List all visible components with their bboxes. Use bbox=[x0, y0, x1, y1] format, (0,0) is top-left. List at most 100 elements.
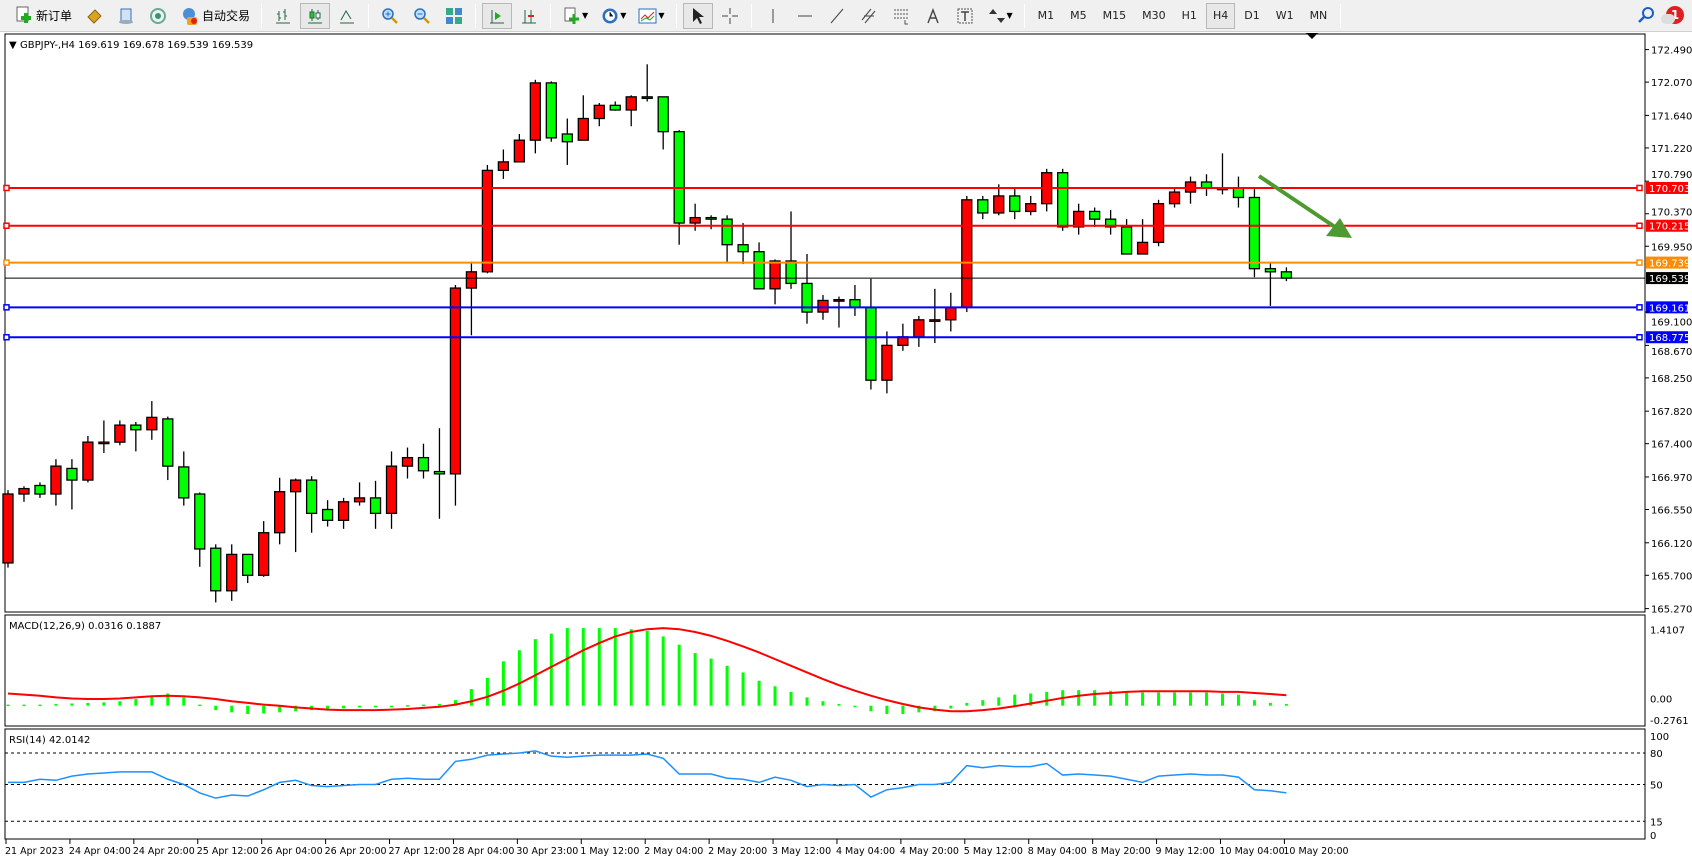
notification-button[interactable]: 1 bbox=[1661, 6, 1684, 24]
tile-windows-icon bbox=[444, 6, 464, 26]
candle-body bbox=[1168, 191, 1181, 205]
templates-button[interactable]: ▼ bbox=[633, 3, 669, 29]
macd-panel[interactable] bbox=[4, 614, 1646, 727]
level-handle[interactable] bbox=[1636, 259, 1643, 266]
level-handle[interactable] bbox=[1636, 333, 1643, 341]
time-label: 30 Apr 23:00 bbox=[516, 846, 578, 857]
candle bbox=[385, 451, 398, 529]
horizontal-line-button[interactable] bbox=[790, 3, 820, 29]
level-handle[interactable] bbox=[1636, 222, 1643, 229]
macd-histogram-bar bbox=[38, 704, 42, 707]
chevron-down-icon: ▼ bbox=[582, 11, 589, 20]
candle bbox=[98, 420, 110, 453]
vertical-line-button[interactable] bbox=[758, 3, 788, 29]
timeframe-d1[interactable]: D1 bbox=[1244, 9, 1260, 22]
text-button[interactable] bbox=[918, 3, 948, 29]
zoom-out-button[interactable] bbox=[407, 3, 437, 29]
candle-body bbox=[625, 96, 637, 111]
candlestick-button[interactable] bbox=[300, 2, 331, 29]
candle bbox=[1009, 188, 1021, 220]
candle-body bbox=[146, 416, 158, 431]
time-label: 2 May 04:00 bbox=[644, 846, 703, 857]
time-label: 24 Apr 04:00 bbox=[69, 846, 131, 857]
autoscroll-button[interactable] bbox=[514, 3, 544, 29]
level-handle[interactable] bbox=[3, 304, 10, 311]
time-label: 25 Apr 12:00 bbox=[197, 846, 259, 857]
candle-body bbox=[545, 82, 557, 139]
candle bbox=[114, 420, 126, 446]
trendline-button[interactable] bbox=[822, 3, 852, 29]
chart-shift-marker-icon[interactable] bbox=[1306, 33, 1318, 39]
candle-body bbox=[449, 287, 462, 475]
new-order-icon bbox=[14, 6, 34, 26]
timeframe-m1[interactable]: M1 bbox=[1037, 9, 1055, 22]
auto-trading-button[interactable]: 自动交易 bbox=[175, 3, 255, 29]
macd-histogram-bar bbox=[1141, 692, 1145, 706]
bar-chart-button[interactable] bbox=[268, 3, 298, 29]
rsi-tick-label: 100 bbox=[1650, 732, 1669, 743]
indicators-button[interactable]: ▼ bbox=[557, 3, 593, 29]
market-watch-button[interactable] bbox=[111, 3, 141, 29]
new-order-button[interactable]: 新订单 bbox=[9, 3, 77, 29]
level-handle[interactable] bbox=[3, 333, 10, 341]
tile-windows-button[interactable] bbox=[439, 3, 469, 29]
main-chart-panel[interactable] bbox=[4, 33, 1646, 613]
cursor-button[interactable] bbox=[682, 2, 713, 29]
timeframe-h1[interactable]: H1 bbox=[1181, 9, 1197, 22]
level-handle[interactable] bbox=[1636, 304, 1643, 311]
chart-window[interactable]: ▼ GBPJPY-,H4 169.619 169.678 169.539 169… bbox=[0, 32, 1692, 861]
candle-body bbox=[1073, 210, 1085, 228]
macd-histogram-bar bbox=[597, 628, 601, 706]
rsi-tick-label: 80 bbox=[1650, 749, 1663, 760]
candle-body bbox=[913, 319, 925, 338]
chart-shift-icon bbox=[487, 6, 507, 26]
text-label-button[interactable] bbox=[950, 3, 980, 29]
search-icon[interactable] bbox=[1636, 5, 1656, 25]
time-label: 8 May 20:00 bbox=[1092, 846, 1151, 857]
timeframe-w1[interactable]: W1 bbox=[1275, 9, 1294, 22]
candle bbox=[321, 500, 334, 527]
level-handle[interactable] bbox=[3, 222, 10, 229]
timeframe-mn[interactable]: MN bbox=[1309, 9, 1328, 22]
level-handle[interactable] bbox=[3, 259, 10, 266]
level-handle[interactable] bbox=[1636, 184, 1643, 192]
equidistant-channel-button[interactable] bbox=[854, 3, 884, 29]
line-chart-icon bbox=[337, 6, 357, 26]
timeframe-m15[interactable]: M15 bbox=[1102, 9, 1127, 22]
fibonacci-button[interactable] bbox=[886, 3, 916, 29]
candle-body bbox=[385, 465, 398, 515]
line-chart-button[interactable] bbox=[332, 3, 362, 29]
candle bbox=[1264, 263, 1277, 306]
chart-shift-button[interactable] bbox=[482, 2, 513, 29]
candle bbox=[449, 284, 462, 506]
time-label: 26 Apr 20:00 bbox=[325, 846, 387, 857]
separator bbox=[368, 3, 370, 28]
level-handle[interactable] bbox=[3, 184, 10, 192]
candle-body bbox=[114, 424, 126, 443]
timeframe-h4[interactable]: H4 bbox=[1205, 2, 1236, 29]
macd-histogram-bar bbox=[294, 705, 298, 712]
price-tick-label: 169.100 bbox=[1651, 317, 1692, 328]
candle bbox=[66, 459, 78, 510]
signals-button[interactable] bbox=[143, 3, 173, 29]
macd-histogram-bar bbox=[821, 701, 825, 706]
macd-histogram-bar bbox=[342, 705, 346, 709]
timeframe-m5[interactable]: M5 bbox=[1070, 9, 1087, 22]
candle-body bbox=[737, 244, 749, 253]
price-tick-label: 166.120 bbox=[1651, 539, 1692, 550]
candle-body bbox=[2, 493, 14, 564]
arrows-button[interactable]: ▼ bbox=[982, 3, 1018, 29]
candle bbox=[1152, 199, 1165, 247]
navigator-button[interactable] bbox=[79, 3, 109, 29]
time-label: 1 May 12:00 bbox=[580, 846, 639, 857]
candle bbox=[210, 544, 222, 603]
candle bbox=[353, 482, 366, 506]
periods-button[interactable]: ▼ bbox=[595, 3, 631, 29]
crosshair-button[interactable] bbox=[715, 3, 745, 29]
horizontal-line-icon bbox=[795, 6, 815, 26]
zoom-in-button[interactable] bbox=[375, 3, 405, 29]
candle bbox=[401, 447, 414, 479]
timeframe-m30[interactable]: M30 bbox=[1142, 9, 1166, 22]
trend-arrow-annotation[interactable] bbox=[1257, 174, 1352, 238]
candle-body bbox=[577, 117, 589, 141]
